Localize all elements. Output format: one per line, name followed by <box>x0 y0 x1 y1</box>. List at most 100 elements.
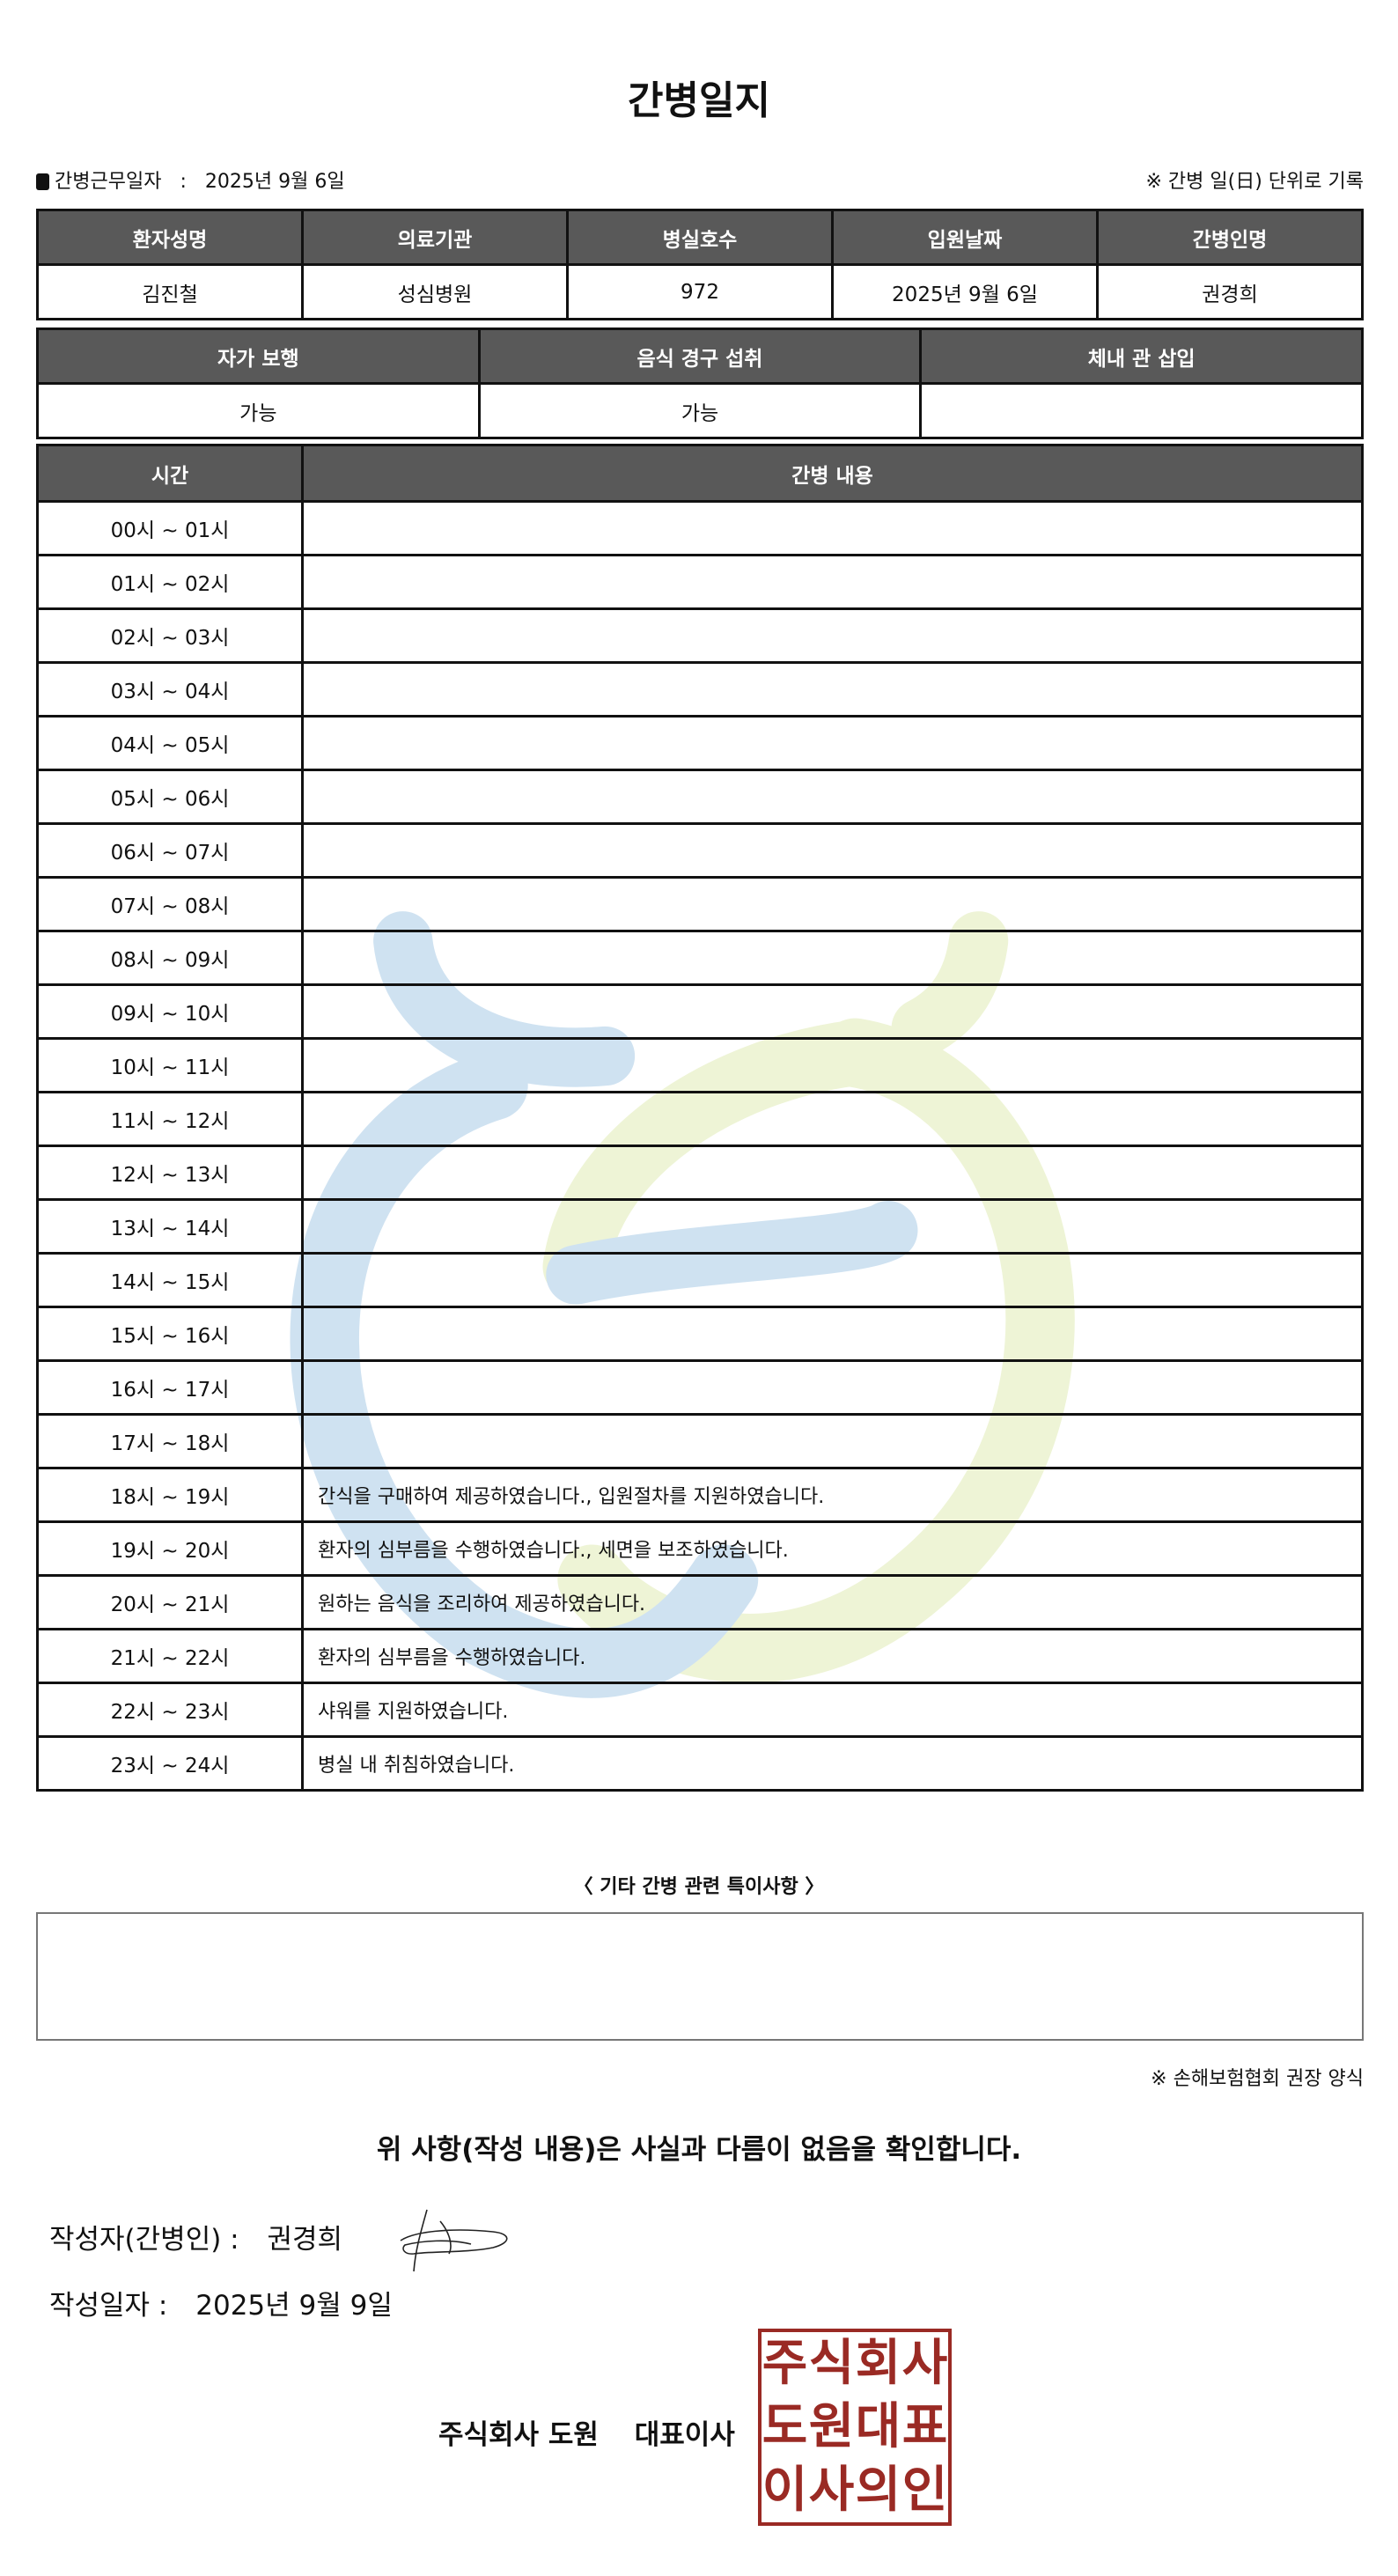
seal-character: 인 <box>901 2462 948 2519</box>
patient-info-table: 환자성명 의료기관 병실호수 입원날짜 간병인명 김진철 성심병원 972 20… <box>36 209 1364 320</box>
care-content <box>301 661 1364 718</box>
table-row: 10시 ~ 11시 <box>36 1037 1364 1093</box>
seal-character: 회 <box>855 2335 901 2392</box>
time-slot: 17시 ~ 18시 <box>36 1413 304 1469</box>
time-slot: 09시 ~ 10시 <box>36 983 304 1040</box>
time-slot: 04시 ~ 05시 <box>36 715 304 771</box>
table-row: 05시 ~ 06시 <box>36 769 1364 825</box>
seal-character: 대 <box>855 2398 901 2455</box>
bullet-icon <box>36 173 49 190</box>
table-row: 18시 ~ 19시 간식을 구매하여 제공하였습니다., 입원절차를 지원하였습니… <box>36 1467 1364 1523</box>
writer-label: 작성자(간병인) : <box>49 2224 239 2256</box>
written-date: 2025년 9월 9일 <box>195 2290 393 2322</box>
work-date: 간병근무일자 : 2025년 9월 6일 <box>36 166 345 194</box>
header-room: 병실호수 <box>566 209 834 266</box>
time-slot: 07시 ~ 08시 <box>36 876 304 932</box>
table-row: 02시 ~ 03시 <box>36 607 1364 664</box>
table-row: 04시 ~ 05시 <box>36 715 1364 771</box>
table-row: 16시 ~ 17시 <box>36 1359 1364 1416</box>
table-row: 17시 ~ 18시 <box>36 1413 1364 1469</box>
time-slot: 05시 ~ 06시 <box>36 769 304 825</box>
seal-character: 사 <box>808 2462 855 2519</box>
table-row: 19시 ~ 20시 환자의 심부름을 수행하였습니다., 세면을 보조하였습니다. <box>36 1520 1364 1577</box>
care-log-table: 시간 간병 내용 00시 ~ 01시 01시 ~ 02시 02시 ~ 03시 03시 … <box>36 444 1364 1792</box>
hospital: 성심병원 <box>301 263 569 320</box>
walking-status: 가능 <box>36 382 481 439</box>
work-date-value: 2025년 9월 6일 <box>204 171 345 193</box>
care-content: 간식을 구매하여 제공하였습니다., 입원절차를 지원하였습니다. <box>301 1467 1364 1523</box>
time-slot: 10시 ~ 11시 <box>36 1037 304 1093</box>
work-date-label: 간병근무일자 <box>55 171 162 193</box>
patient-status-table: 자가 보행 음식 경구 섭취 체내 관 삽입 가능 가능 <box>36 328 1364 439</box>
header-time: 시간 <box>36 444 304 503</box>
room-number: 972 <box>566 263 834 320</box>
seal-character: 식 <box>808 2335 855 2392</box>
seal-character: 이 <box>762 2462 808 2519</box>
work-date-separator: : <box>180 171 187 193</box>
header-admission-date: 입원날짜 <box>831 209 1099 266</box>
form-note: ※ 손해보험협회 권장 양식 <box>1151 2068 1364 2090</box>
care-content <box>301 876 1364 932</box>
care-content <box>301 1359 1364 1416</box>
written-date-line: 작성일자 : 2025년 9월 9일 <box>49 2283 393 2322</box>
header-care-content: 간병 내용 <box>301 444 1364 503</box>
time-slot: 18시 ~ 19시 <box>36 1467 304 1523</box>
time-slot: 12시 ~ 13시 <box>36 1144 304 1201</box>
care-content <box>301 1037 1364 1093</box>
page-title: 간병일지 <box>628 78 770 123</box>
time-slot: 15시 ~ 16시 <box>36 1306 304 1362</box>
time-slot: 08시 ~ 09시 <box>36 930 304 986</box>
tube-status <box>919 382 1364 439</box>
care-content: 병실 내 취침하였습니다. <box>301 1735 1364 1792</box>
table-row: 08시 ~ 09시 <box>36 930 1364 986</box>
care-content <box>301 822 1364 879</box>
unit-note: ※ 간병 일(日) 단위로 기록 <box>1145 171 1365 193</box>
company-line: 주식회사 도원 대표이사 <box>438 2412 735 2452</box>
notes-box <box>36 1912 1364 2041</box>
care-content <box>301 1413 1364 1469</box>
table-row: 14시 ~ 15시 <box>36 1252 1364 1308</box>
table-row: 07시 ~ 08시 <box>36 876 1364 932</box>
notes-title: 〈 기타 간병 관련 특이사항 〉 <box>573 1876 825 1898</box>
care-content <box>301 607 1364 664</box>
time-slot: 00시 ~ 01시 <box>36 500 304 556</box>
seal-character: 원 <box>808 2398 855 2455</box>
table-row: 20시 ~ 21시 원하는 음식을 조리하여 제공하였습니다. <box>36 1574 1364 1630</box>
table-row: 21시 ~ 22시 환자의 심부름을 수행하였습니다. <box>36 1628 1364 1684</box>
oral-intake-status: 가능 <box>477 382 923 439</box>
table-row: 12시 ~ 13시 <box>36 1144 1364 1201</box>
company-name: 주식회사 도원 <box>438 2419 599 2451</box>
header-walking: 자가 보행 <box>36 328 481 385</box>
seal-character: 도 <box>762 2398 808 2455</box>
table-row: 11시 ~ 12시 <box>36 1091 1364 1147</box>
table-row: 01시 ~ 02시 <box>36 554 1364 610</box>
care-content: 환자의 심부름을 수행하였습니다. <box>301 1628 1364 1684</box>
care-content <box>301 930 1364 986</box>
table-row: 23시 ~ 24시 병실 내 취침하였습니다. <box>36 1735 1364 1792</box>
table-row: 22시 ~ 23시 샤워를 지원하였습니다. <box>36 1682 1364 1738</box>
writer-line: 작성자(간병인) : 권경희 <box>49 2217 342 2256</box>
care-content: 환자의 심부름을 수행하였습니다., 세면을 보조하였습니다. <box>301 1520 1364 1577</box>
time-slot: 01시 ~ 02시 <box>36 554 304 610</box>
header-tube: 체내 관 삽입 <box>919 328 1364 385</box>
care-content <box>301 1144 1364 1201</box>
care-content <box>301 500 1364 556</box>
header-hospital: 의료기관 <box>301 209 569 266</box>
care-content <box>301 769 1364 825</box>
header-oral-intake: 음식 경구 섭취 <box>477 328 923 385</box>
time-slot: 11시 ~ 12시 <box>36 1091 304 1147</box>
time-slot: 06시 ~ 07시 <box>36 822 304 879</box>
care-content <box>301 1091 1364 1147</box>
header-patient-name: 환자성명 <box>36 209 304 266</box>
time-slot: 16시 ~ 17시 <box>36 1359 304 1416</box>
table-row: 15시 ~ 16시 <box>36 1306 1364 1362</box>
care-content <box>301 715 1364 771</box>
care-content: 샤워를 지원하였습니다. <box>301 1682 1364 1738</box>
table-row: 00시 ~ 01시 <box>36 500 1364 556</box>
seal-character: 사 <box>901 2335 948 2392</box>
time-slot: 13시 ~ 14시 <box>36 1198 304 1255</box>
seal-character: 표 <box>901 2398 948 2455</box>
ceo-label: 대표이사 <box>634 2419 735 2451</box>
time-slot: 19시 ~ 20시 <box>36 1520 304 1577</box>
